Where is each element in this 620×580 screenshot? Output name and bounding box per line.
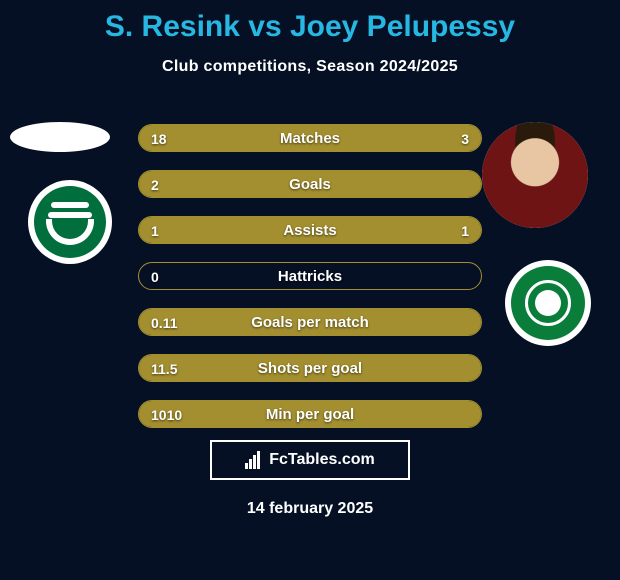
source-label: FcTables.com <box>269 451 375 469</box>
stat-row: 11Assists <box>138 216 482 244</box>
stat-label: Goals per match <box>139 309 481 336</box>
stat-label: Min per goal <box>139 401 481 428</box>
stat-label: Shots per goal <box>139 355 481 382</box>
bars-icon <box>245 451 263 469</box>
stat-label: Matches <box>139 125 481 152</box>
stat-row: 1010Min per goal <box>138 400 482 428</box>
page-subtitle: Club competitions, Season 2024/2025 <box>0 58 620 76</box>
source-badge: FcTables.com <box>210 440 410 480</box>
snapshot-date: 14 february 2025 <box>0 500 620 518</box>
stat-row: 0Hattricks <box>138 262 482 290</box>
page-title: S. Resink vs Joey Pelupessy <box>0 0 620 44</box>
stat-label: Assists <box>139 217 481 244</box>
stat-row: 2Goals <box>138 170 482 198</box>
stat-row: 183Matches <box>138 124 482 152</box>
stat-row: 11.5Shots per goal <box>138 354 482 382</box>
comparison-rows: 183Matches 2Goals 11Assists 0Hattricks 0.11G… <box>0 124 620 446</box>
stat-label: Goals <box>139 171 481 198</box>
stat-row: 0.11Goals per match <box>138 308 482 336</box>
stat-label: Hattricks <box>139 263 481 290</box>
